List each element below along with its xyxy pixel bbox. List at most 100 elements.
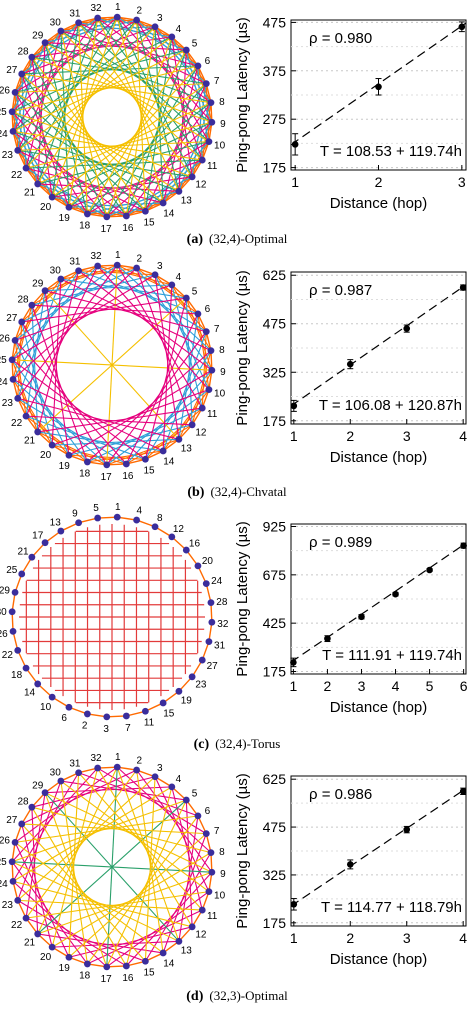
graph-edge bbox=[37, 431, 164, 452]
graph-node bbox=[9, 127, 17, 135]
y-tick-label: 475 bbox=[263, 819, 287, 835]
graph-edge bbox=[78, 270, 199, 315]
graph-edge bbox=[87, 909, 203, 965]
graph-node-label: 13 bbox=[181, 443, 193, 454]
graph-edge bbox=[15, 83, 207, 93]
graph-node-label: 30 bbox=[50, 18, 62, 29]
graph-node bbox=[28, 53, 36, 61]
graph-edge bbox=[37, 17, 99, 185]
graph-node-label: 25 bbox=[6, 565, 18, 576]
graph-node bbox=[159, 199, 167, 207]
graph-node bbox=[75, 19, 83, 27]
graph-node-label: 20 bbox=[202, 556, 214, 567]
graph-edge bbox=[178, 369, 213, 440]
graph-node-label: 21 bbox=[24, 435, 36, 446]
graph-node-label: 27 bbox=[6, 815, 18, 826]
graph-node-label: 18 bbox=[79, 469, 91, 480]
fit-line bbox=[290, 787, 467, 907]
graph-edge bbox=[31, 806, 127, 967]
graph-node bbox=[205, 386, 213, 394]
graph-edge bbox=[31, 56, 108, 218]
graph-node-label: 16 bbox=[122, 223, 134, 234]
graph-edge bbox=[21, 73, 127, 217]
fit-line bbox=[290, 542, 467, 663]
y-tick-label: 175 bbox=[263, 413, 287, 429]
graph-edge bbox=[116, 264, 212, 352]
graph-node-label: 10 bbox=[40, 702, 52, 713]
y-axis-label: Ping-pong Latency (µs) bbox=[234, 270, 251, 425]
graph-edge bbox=[12, 305, 33, 380]
data-point bbox=[458, 23, 466, 31]
graph-edge bbox=[25, 917, 146, 962]
graph-node-label: 31 bbox=[69, 8, 81, 19]
graph-edge bbox=[68, 65, 199, 208]
graph-node bbox=[141, 455, 149, 463]
graph-edge bbox=[86, 83, 207, 215]
graph-edge bbox=[144, 350, 212, 460]
graph-edge bbox=[97, 265, 207, 333]
rho-annotation: ρ = 0.987 bbox=[309, 282, 372, 299]
graph-edge bbox=[144, 36, 173, 212]
graph-node-label: 11 bbox=[207, 161, 218, 172]
graph-edge bbox=[14, 91, 146, 212]
graph-edge bbox=[12, 130, 203, 161]
graph-node bbox=[122, 962, 130, 970]
x-tick-label: 3 bbox=[358, 678, 366, 694]
graph-node-label: 27 bbox=[6, 313, 18, 324]
graph-node bbox=[182, 546, 190, 554]
graph-node-label: 14 bbox=[163, 958, 175, 969]
graph-edge bbox=[136, 267, 213, 371]
graph-node-label: 3 bbox=[157, 13, 163, 24]
graph-node-label: 13 bbox=[181, 945, 193, 956]
graph-node-label: 26 bbox=[0, 629, 8, 640]
graph-node-label: 21 bbox=[17, 547, 29, 558]
graph-edge bbox=[21, 823, 146, 962]
data-point bbox=[392, 590, 399, 598]
chart-panel-3: 175 325 475 625 1 2 3 4 Distance (hop) Ping-pong … bbox=[234, 771, 467, 968]
graph-node bbox=[122, 460, 130, 468]
rho-annotation: ρ = 0.986 bbox=[309, 786, 372, 803]
graph-edge bbox=[44, 19, 137, 44]
graph-edge bbox=[60, 31, 70, 208]
graph-node-label: 28 bbox=[216, 597, 228, 608]
x-tick-label: 3 bbox=[458, 174, 466, 190]
graph-node-label: 8 bbox=[219, 97, 225, 108]
data-point bbox=[290, 900, 298, 908]
graph-node-label: 18 bbox=[79, 971, 91, 982]
graph-node-label: 23 bbox=[2, 900, 14, 911]
graph-node-label: 21 bbox=[24, 937, 36, 948]
graph-edge bbox=[51, 83, 207, 198]
graph-node bbox=[208, 118, 216, 126]
graph-node-label: 10 bbox=[214, 388, 226, 399]
graph-node-label: 22 bbox=[11, 418, 23, 429]
graph-edge bbox=[25, 792, 46, 919]
graph-edge bbox=[12, 26, 156, 132]
graph-node bbox=[207, 849, 215, 857]
graph-node-label: 31 bbox=[214, 640, 226, 651]
graph-panel-1: 1234567891011121314151617181920212223242… bbox=[0, 250, 226, 483]
y-tick-label: 175 bbox=[263, 663, 287, 679]
graph-node-label: 11 bbox=[144, 718, 155, 729]
graph-node-label: 3 bbox=[157, 261, 163, 272]
graph-edge bbox=[78, 22, 207, 85]
graph-node bbox=[48, 441, 56, 449]
graph-node-label: 1 bbox=[115, 502, 121, 513]
graph-edge bbox=[78, 22, 88, 214]
graph-edge bbox=[60, 26, 156, 32]
graph-node bbox=[8, 858, 16, 866]
graph-panel-0: 1234567891011121314151617181920212223242… bbox=[0, 2, 226, 235]
graph-node-label: 19 bbox=[181, 695, 193, 706]
rho-annotation: ρ = 0.989 bbox=[309, 534, 372, 551]
graph-node bbox=[75, 519, 83, 527]
graph-node-label: 5 bbox=[192, 287, 198, 298]
graph-node-label: 20 bbox=[40, 450, 52, 461]
fit-annotation: T = 106.08 + 120.87h bbox=[319, 397, 462, 414]
graph-edge bbox=[60, 780, 88, 965]
graph-node-label: 4 bbox=[176, 272, 182, 283]
graph-edge bbox=[44, 42, 127, 217]
graph-node bbox=[22, 664, 30, 672]
graph-node bbox=[94, 14, 102, 22]
graph-node-label: 4 bbox=[176, 24, 182, 35]
x-tick-label: 2 bbox=[375, 174, 383, 190]
graph-edge bbox=[12, 49, 187, 132]
